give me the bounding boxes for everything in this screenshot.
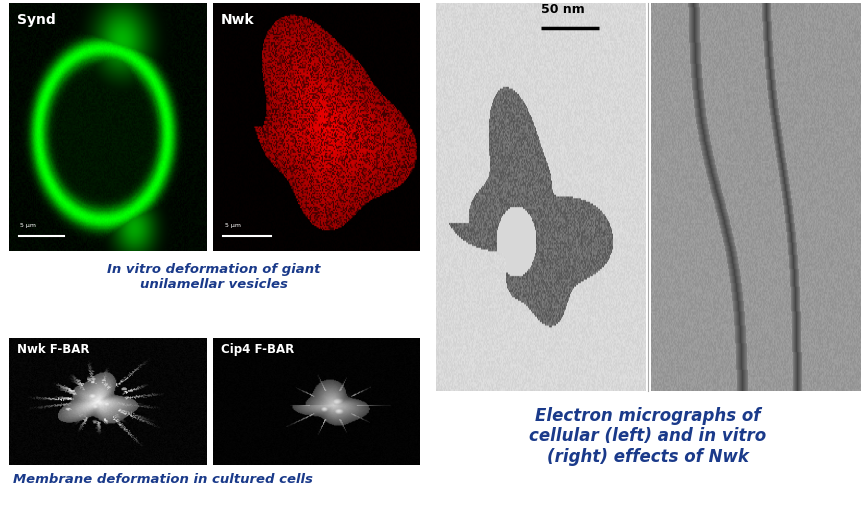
Text: Electron micrographs of
cellular (left) and in vitro
(right) effects of Nwk: Electron micrographs of cellular (left) … [530,407,766,466]
Text: Cip4 F-BAR: Cip4 F-BAR [221,343,295,356]
Text: In vitro deformation of giant
unilamellar vesicles: In vitro deformation of giant unilamella… [107,263,321,291]
Text: 5 μm: 5 μm [226,223,241,229]
Text: Nwk: Nwk [221,13,255,26]
Text: Nwk F-BAR: Nwk F-BAR [16,343,89,356]
Text: 50 nm: 50 nm [541,3,585,16]
Text: Membrane deformation in cultured cells: Membrane deformation in cultured cells [13,473,313,486]
Text: Synd: Synd [16,13,55,26]
Text: 5 μm: 5 μm [21,223,36,229]
